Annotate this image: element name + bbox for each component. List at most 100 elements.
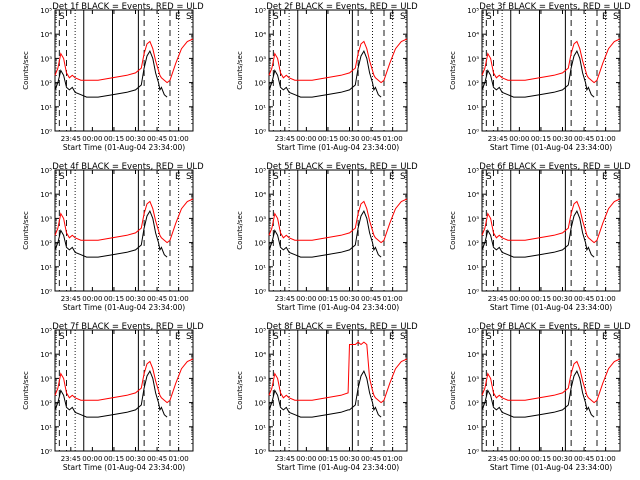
y-axis-label: Counts/sec [449,51,457,90]
y-tick-label: 10² [40,400,52,408]
x-tick-label: 00:30 [552,455,572,463]
corner-marker-label: E [175,12,181,22]
x-tick-label: 23:45 [488,295,508,303]
y-tick-label: 10³ [40,215,52,223]
uld-series-line [268,198,408,244]
corner-marker-label: S [59,332,65,342]
x-tick-label: 01:00 [596,135,616,143]
events-series-line [481,49,595,98]
y-tick-label: 10¹ [467,264,479,272]
uld-series-line [54,38,194,84]
x-axis-label: Start Time (01-Aug-04 23:34:00) [490,303,612,312]
x-tick-label: 01:00 [169,455,189,463]
x-tick-label: 00:00 [509,455,529,463]
corner-marker-label: S [59,12,65,22]
x-tick-label: 23:45 [61,135,81,143]
corner-marker-label: S [273,172,279,182]
corner-marker-label: S [400,332,406,342]
corner-marker-label: S [613,172,619,182]
x-tick-label: 00:30 [125,295,145,303]
x-tick-label: 01:00 [383,135,403,143]
corner-marker-label: S [486,12,492,22]
y-axis-label: Counts/sec [236,211,244,250]
y-tick-label: 10⁵ [254,7,266,15]
x-tick-label: 01:00 [383,295,403,303]
panel-title: Det 7f BLACK = Events, RED = ULD [52,322,204,332]
y-tick-label: 10² [467,240,479,248]
y-tick-label: 10² [40,240,52,248]
x-tick-label: 00:00 [82,295,102,303]
x-tick-label: 00:15 [531,455,551,463]
panel-title: Det 1f BLACK = Events, RED = ULD [52,2,204,12]
x-tick-label: 00:30 [125,455,145,463]
x-axis-label: Start Time (01-Aug-04 23:34:00) [277,463,399,472]
corner-marker-label: E [602,172,608,182]
corner-marker-label: S [486,332,492,342]
x-tick-label: 00:15 [318,135,338,143]
y-tick-label: 10² [40,80,52,88]
y-tick-label: 10⁰ [467,448,479,456]
x-tick-label: 00:45 [147,455,167,463]
y-tick-label: 10³ [467,375,479,383]
panel-title: Det 6f BLACK = Events, RED = ULD [479,162,631,172]
y-tick-label: 10⁵ [254,167,266,175]
y-tick-label: 10⁵ [467,167,479,175]
y-axis-label: Counts/sec [236,51,244,90]
y-tick-label: 10⁴ [467,191,479,199]
corner-marker-label: S [273,332,279,342]
plot-frame [268,9,408,132]
y-axis-label: Counts/sec [22,51,30,90]
corner-marker-label: S [273,12,279,22]
corner-marker-label: E [602,12,608,22]
plot-frame [481,329,621,452]
plot-frame [268,169,408,292]
x-axis-label: Start Time (01-Aug-04 23:34:00) [63,463,185,472]
plot-frame [268,329,408,452]
y-tick-label: 10⁰ [467,288,479,296]
x-tick-label: 00:00 [82,135,102,143]
y-tick-label: 10² [467,80,479,88]
detector-panel: Det 2f BLACK = Events, RED = ULD 10⁰ 10¹ 10… [236,2,418,152]
x-tick-label: 00:45 [574,295,594,303]
events-series-line [54,369,168,418]
corner-marker-label: S [400,172,406,182]
y-tick-label: 10³ [40,375,52,383]
panel-title: Det 4f BLACK = Events, RED = ULD [52,162,204,172]
y-tick-label: 10⁵ [467,327,479,335]
events-series-line [481,369,595,418]
x-tick-label: 00:45 [361,135,381,143]
plot-frame [481,9,621,132]
y-tick-label: 10⁵ [467,7,479,15]
x-tick-label: 23:45 [275,455,295,463]
x-tick-label: 00:45 [574,455,594,463]
x-axis-label: Start Time (01-Aug-04 23:34:00) [490,143,612,152]
y-tick-label: 10¹ [254,264,266,272]
x-tick-label: 00:15 [104,455,124,463]
y-tick-label: 10³ [254,375,266,383]
y-tick-label: 10³ [467,55,479,63]
x-tick-label: 00:00 [509,295,529,303]
uld-series-line [481,358,621,404]
x-tick-label: 00:45 [574,135,594,143]
y-axis-label: Counts/sec [22,211,30,250]
x-tick-label: 00:15 [531,135,551,143]
corner-marker-label: E [389,172,395,182]
events-series-line [54,209,168,258]
x-tick-label: 00:15 [318,295,338,303]
x-tick-label: 23:45 [488,455,508,463]
y-tick-label: 10³ [40,55,52,63]
uld-series-line [268,38,408,84]
y-tick-label: 10⁰ [254,288,266,296]
x-tick-label: 00:00 [296,455,316,463]
detector-panel: Det 4f BLACK = Events, RED = ULD 10⁰ 10¹ 10… [22,162,204,312]
x-tick-label: 00:45 [361,455,381,463]
x-tick-label: 00:15 [531,295,551,303]
y-axis-label: Counts/sec [449,211,457,250]
x-tick-label: 01:00 [169,135,189,143]
y-tick-label: 10⁴ [254,191,266,199]
x-tick-label: 00:30 [125,135,145,143]
x-tick-label: 00:00 [82,455,102,463]
x-tick-label: 00:30 [339,295,359,303]
y-tick-label: 10¹ [254,424,266,432]
y-tick-label: 10⁴ [467,351,479,359]
